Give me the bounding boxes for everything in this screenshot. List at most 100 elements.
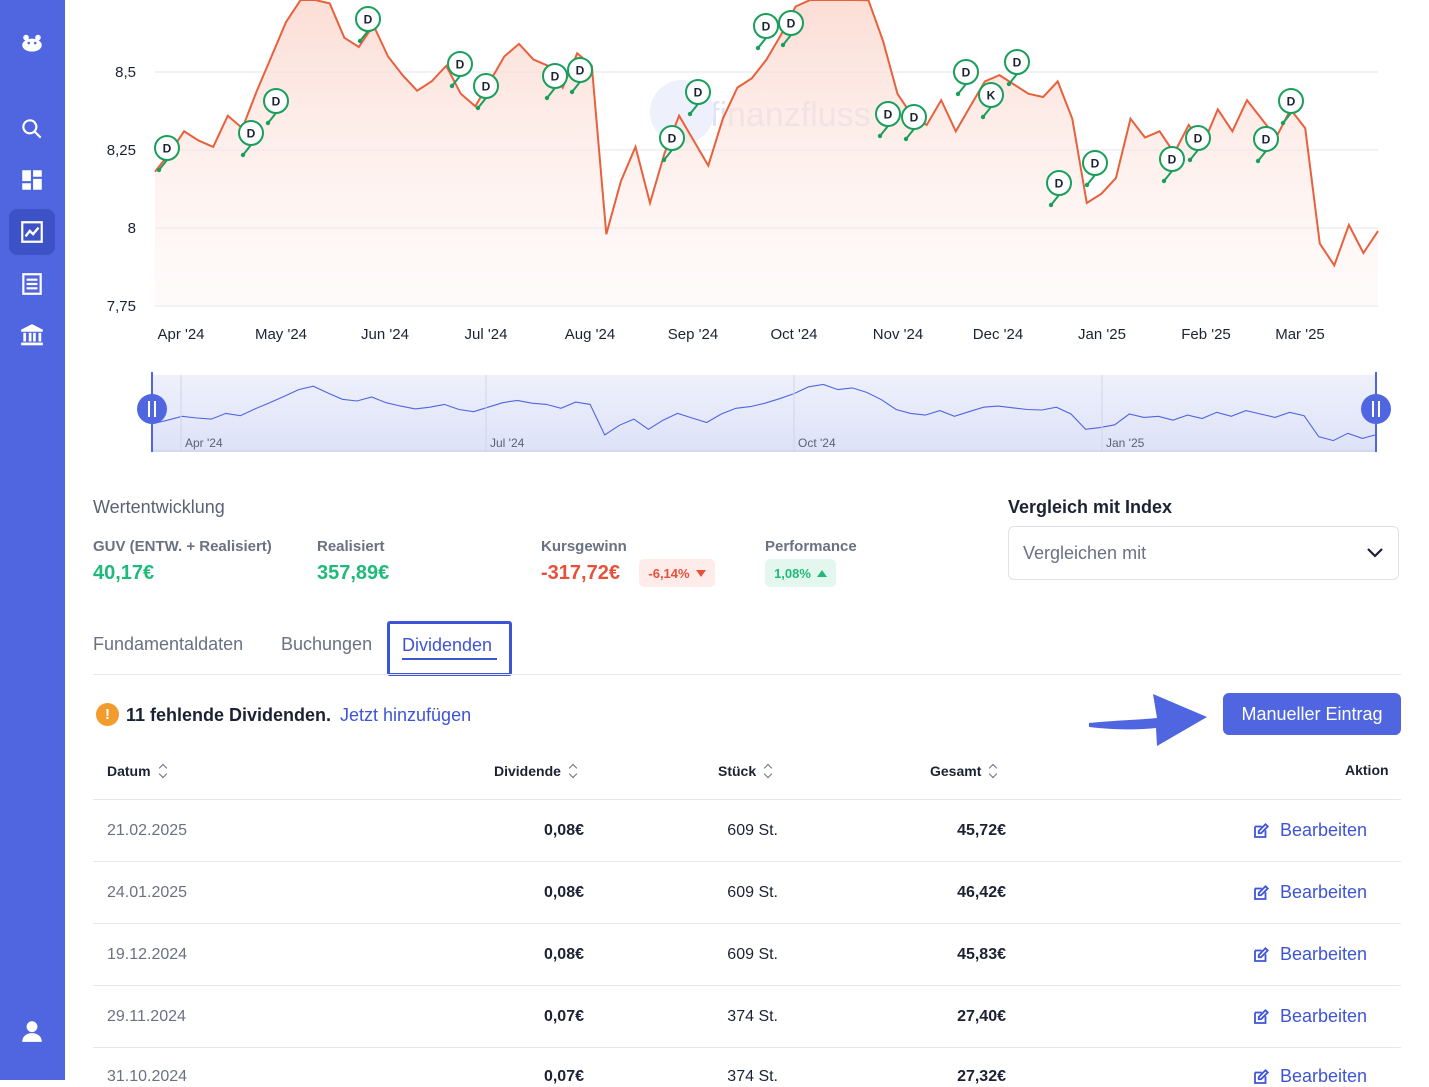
cell-gesamt: 27,40€ [957,1008,1006,1025]
chart-icon[interactable] [9,209,55,255]
index-compare-title: Vergleich mit Index [1008,497,1173,517]
hippo-logo-icon[interactable] [9,20,55,66]
table-header-divider [93,799,1401,800]
dividend-marker[interactable]: D [355,6,381,44]
tab-dividenden[interactable]: Dividenden [387,621,512,676]
svg-text:D: D [787,17,796,31]
dividend-markers[interactable]: D D D D D D D D D D D D D D D K D D D D D D D [154,6,1304,208]
dividend-marker[interactable]: D [1046,170,1072,208]
navigator-left-handle[interactable] [137,394,167,424]
dividend-marker[interactable]: D [567,57,593,95]
col-dividende-label: Dividende [494,763,561,779]
sort-icon [159,762,169,780]
bank-icon[interactable] [9,312,55,358]
dividend-marker[interactable]: D [263,88,289,126]
svg-text:D: D [456,58,465,72]
dividend-marker[interactable]: D [1278,88,1304,126]
svg-text:D: D [1262,133,1271,147]
edit-link[interactable]: Bearbeiten [1252,944,1367,965]
cell-gesamt: 46,42€ [957,884,1006,901]
edit-link[interactable]: Bearbeiten [1252,1006,1367,1027]
user-icon[interactable] [9,1008,55,1054]
edit-icon [1254,822,1270,838]
col-stueck-label: Stück [718,763,757,779]
edit-label: Bearbeiten [1280,882,1368,902]
dividend-marker[interactable]: D [1082,150,1108,188]
navigator-right-handle[interactable] [1361,394,1391,424]
row-divider [93,1047,1401,1048]
y-tick-label: 8,25 [107,142,136,159]
cell-datum: 31.10.2024 [107,1068,188,1085]
edit-link[interactable]: Bearbeiten [1252,1066,1367,1087]
row-divider [93,923,1401,924]
dividend-marker[interactable]: D [778,10,804,48]
svg-text:D: D [884,108,893,122]
arrow-up-icon [816,569,827,577]
sidebar [0,0,65,1080]
dividend-marker[interactable]: D [473,73,499,111]
sort-icon [764,762,774,780]
purchase-marker[interactable]: K [978,82,1004,120]
edit-icon [1254,884,1270,900]
cell-stueck: 609 St. [727,946,778,963]
cell-dividende: 0,07€ [543,1068,584,1085]
row-divider [93,861,1401,862]
col-dividende[interactable]: Dividende [494,762,579,780]
dividend-marker[interactable]: D [447,51,473,89]
col-gesamt[interactable]: Gesamt [930,762,999,780]
dividend-marker[interactable]: D [685,79,711,117]
dividend-marker[interactable]: D [542,63,568,101]
edit-icon [1254,946,1270,962]
chart-area [155,0,1378,306]
dashboard-icon[interactable] [9,157,55,203]
dividend-marker[interactable]: D [154,135,180,173]
edit-label: Bearbeiten [1280,1066,1368,1086]
dividend-marker[interactable]: D [875,101,901,139]
dividend-marker[interactable]: D [901,104,927,142]
arrow-down-icon [695,569,706,577]
guv-label: GUV (ENTW. + Realisiert) [93,538,272,555]
cell-dividende: 0,08€ [543,946,584,963]
dividend-marker[interactable]: D [753,13,779,51]
dividend-marker[interactable]: D [1159,146,1185,184]
edit-link[interactable]: Bearbeiten [1252,882,1367,903]
dividend-marker[interactable]: D [238,120,264,158]
cell-stueck: 609 St. [727,884,778,901]
navigator-line [152,383,1378,442]
dividend-marker[interactable]: D [1253,126,1279,164]
warning-icon: ! [96,703,119,726]
col-datum[interactable]: Datum [107,762,169,780]
search-icon[interactable] [9,106,55,152]
manual-entry-button[interactable]: Manueller Eintrag [1223,693,1401,735]
cell-stueck: 609 St. [727,822,778,839]
kursgewinn-pct: -6,14% [648,565,690,581]
col-datum-label: Datum [107,763,151,779]
y-tick-label: 8,5 [115,64,136,81]
dividend-marker[interactable]: D [659,125,685,163]
svg-text:D: D [576,64,585,78]
tab-fundamentaldaten[interactable]: Fundamentaldaten [93,634,244,654]
col-stueck[interactable]: Stück [718,762,774,780]
svg-text:D: D [910,111,919,125]
add-missing-link[interactable]: Jetzt hinzufügen [340,705,472,725]
svg-text:D: D [1194,132,1203,146]
list-icon[interactable] [9,261,55,307]
index-compare-select[interactable]: Vergleichen mit [1008,526,1399,580]
x-tick-label: Jul '24 [465,326,508,343]
x-tick-label: Sep '24 [668,326,718,343]
tab-buchungen[interactable]: Buchungen [281,634,373,654]
performance-label: Performance [765,538,857,555]
y-tick-label: 8 [128,220,136,237]
navigator-tick-label: Oct '24 [798,436,836,450]
kursgewinn-label: Kursgewinn [541,538,627,555]
cell-dividende: 0,08€ [543,822,584,839]
cell-stueck: 374 St. [727,1008,778,1025]
cell-gesamt: 45,72€ [957,822,1006,839]
tabs-divider [93,674,1401,675]
navigator-range[interactable] [153,375,1377,452]
dividend-marker[interactable]: D [1185,125,1211,163]
edit-link[interactable]: Bearbeiten [1252,820,1367,841]
dividend-marker[interactable]: D [953,59,979,97]
dividend-marker[interactable]: D [1004,49,1030,87]
